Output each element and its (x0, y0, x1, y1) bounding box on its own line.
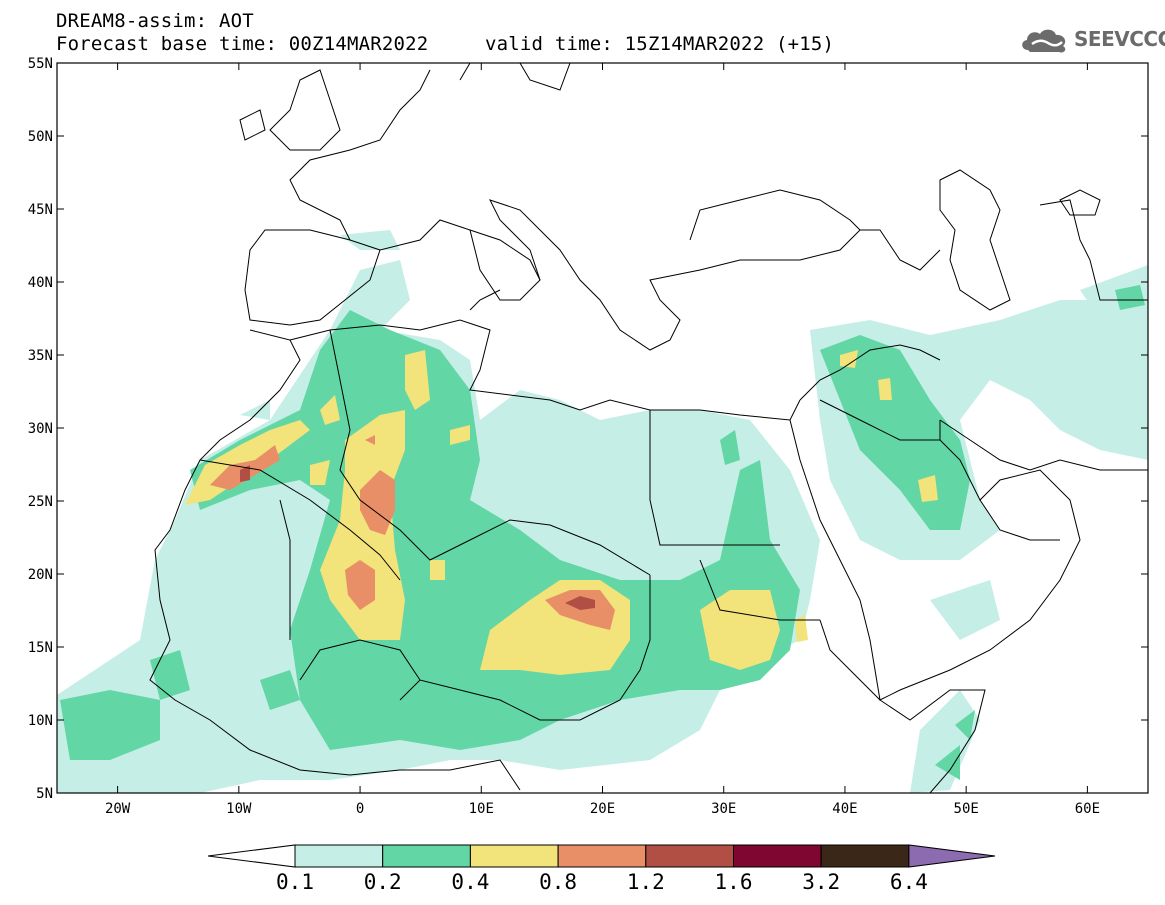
colorbar-label: 1.6 (715, 870, 753, 894)
seevccc-logo: SEEVCCC (1018, 24, 1165, 56)
colorbar-swatch (557, 844, 647, 868)
colorbar-swatch (469, 844, 559, 868)
forecast-base-time: Forecast base time: 00Z14MAR2022 (56, 33, 429, 55)
lat-tick-label: 20N (28, 567, 53, 583)
colorbar-swatch (820, 844, 910, 868)
lon-tick-label: 10W (226, 801, 252, 817)
colorbar-swatch (645, 844, 734, 868)
lat-tick-label: 55N (28, 56, 53, 72)
coastlines-borders (149, 63, 1148, 793)
lat-tick-label: 40N (28, 275, 53, 291)
lon-tick-label: 50E (954, 801, 979, 817)
lon-tick-label: 40E (832, 801, 857, 817)
longitude-ticks: 20W 10W 0 10E 20E 30E 40E 50E 60E (105, 63, 1100, 817)
valid-time: valid time: 15Z14MAR2022 (+15) (485, 33, 835, 55)
colorbar-arrow-high (908, 844, 996, 868)
lon-tick-label: 30E (711, 801, 736, 817)
logo-text: SEEVCCC (1074, 27, 1165, 51)
lat-tick-label: 25N (28, 494, 53, 510)
latitude-ticks: 55N 50N 45N 40N 35N 30N 25N 20N 15N 10N 5N (28, 56, 1148, 802)
colorbar-label: 0.1 (276, 870, 314, 894)
colorbar-label: 3.2 (802, 870, 840, 894)
lat-tick-label: 5N (36, 786, 53, 802)
colorbar-label: 0.4 (451, 870, 489, 894)
lon-tick-label: 20E (590, 801, 615, 817)
lat-tick-label: 30N (28, 421, 53, 437)
colorbar-label: 0.8 (539, 870, 577, 894)
colorbar-label: 1.2 (627, 870, 665, 894)
lat-tick-label: 50N (28, 129, 53, 145)
lat-tick-label: 45N (28, 202, 53, 218)
colorbar-arrow-low (207, 844, 296, 868)
colorbar-swatch (382, 844, 471, 868)
lat-tick-label: 35N (28, 348, 53, 364)
aot-field (57, 230, 1148, 793)
colorbar-label: 6.4 (890, 870, 928, 894)
cloud-icon (1022, 29, 1066, 53)
lon-tick-label: 10E (469, 801, 494, 817)
colorbar-swatch (733, 844, 822, 868)
lon-tick-label: 60E (1075, 801, 1100, 817)
lat-tick-label: 15N (28, 640, 53, 656)
lat-tick-label: 10N (28, 713, 53, 729)
colorbar-swatch (294, 844, 384, 868)
colorbar: 0.1 0.2 0.4 0.8 1.2 1.6 3.2 6.4 (207, 844, 996, 894)
aot-contour-1.2 (240, 465, 595, 610)
product-title: DREAM8-assim: AOT (56, 10, 254, 32)
colorbar-label: 0.2 (364, 870, 402, 894)
lon-tick-label: 0 (356, 801, 364, 817)
lon-tick-label: 20W (105, 801, 131, 817)
